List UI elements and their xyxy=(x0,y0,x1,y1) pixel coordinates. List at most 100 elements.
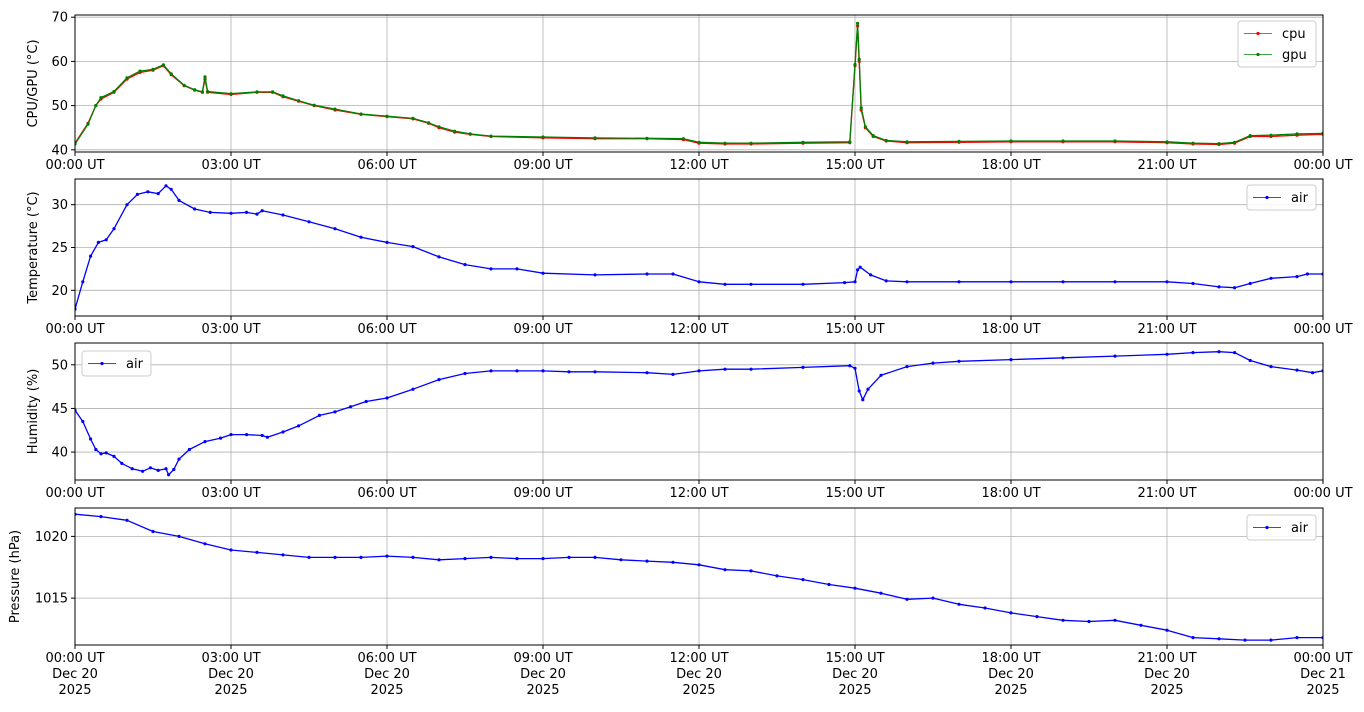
data-point-air xyxy=(1311,371,1315,375)
data-point-gpu xyxy=(681,137,686,141)
data-point-air xyxy=(541,369,545,373)
y-tick-label: 30 xyxy=(51,198,68,213)
data-point-gpu xyxy=(229,92,233,96)
data-point-gpu xyxy=(169,72,173,76)
y-tick-label: 40 xyxy=(51,446,68,461)
x-tick-label: 12:00 UT xyxy=(669,486,728,501)
data-point-air xyxy=(931,596,935,600)
data-point-air xyxy=(723,367,727,371)
legend: air xyxy=(1246,514,1317,541)
data-point-air xyxy=(385,240,389,244)
x-tick-label: 21:00 UT Dec 20 2025 xyxy=(1137,651,1196,698)
data-point-air xyxy=(749,569,753,573)
data-point-air xyxy=(1009,611,1013,615)
y-axis-label: Temperature (°C) xyxy=(26,191,41,304)
data-point-air xyxy=(857,389,861,393)
data-point-air xyxy=(1191,281,1195,286)
data-point-air xyxy=(853,586,857,590)
data-point-gpu xyxy=(203,75,207,79)
data-point-air xyxy=(245,210,249,214)
x-tick-label: 18:00 UT xyxy=(981,158,1040,173)
x-tick-label: 15:00 UT xyxy=(825,486,884,501)
data-point-gpu xyxy=(1061,139,1065,143)
data-point-gpu xyxy=(1269,133,1273,137)
data-point-air xyxy=(81,280,85,284)
data-point-air xyxy=(1061,618,1065,622)
data-point-air xyxy=(884,279,888,283)
data-point-air xyxy=(146,190,150,194)
data-point-air xyxy=(255,212,259,216)
data-point-air xyxy=(135,192,139,196)
data-point-air xyxy=(1233,286,1237,290)
y-tick-label: 25 xyxy=(51,241,68,256)
data-point-gpu xyxy=(541,135,545,139)
legend: cpu gpu xyxy=(1237,20,1317,68)
data-point-gpu xyxy=(200,90,204,94)
data-point-air xyxy=(169,187,173,191)
data-point-gpu xyxy=(312,103,316,107)
data-point-air xyxy=(593,370,597,374)
data-point-air xyxy=(1233,351,1237,355)
x-tick-label: 12:00 UT Dec 20 2025 xyxy=(669,651,728,698)
x-tick-label: 06:00 UT xyxy=(357,158,416,173)
data-point-gpu xyxy=(1248,134,1252,138)
legend-marker-air xyxy=(1265,195,1269,200)
data-point-gpu xyxy=(359,112,363,116)
data-point-air xyxy=(104,238,108,242)
data-point-gpu xyxy=(271,90,275,94)
data-point-air xyxy=(104,451,108,455)
data-point-air xyxy=(856,268,860,272)
data-point-gpu xyxy=(859,106,863,110)
data-point-air xyxy=(697,563,701,567)
data-point-air xyxy=(437,378,441,382)
data-point-air xyxy=(905,280,909,284)
data-point-air xyxy=(177,457,181,461)
x-tick-label: 21:00 UT xyxy=(1137,158,1196,173)
y-tick-label: 20 xyxy=(51,284,68,299)
data-point-air xyxy=(89,437,93,441)
data-point-air xyxy=(349,405,353,409)
data-point-air xyxy=(827,582,831,587)
data-point-gpu xyxy=(905,140,909,144)
data-point-air xyxy=(125,518,129,522)
data-point-air xyxy=(463,371,467,376)
data-point-gpu xyxy=(593,136,597,140)
data-point-air xyxy=(187,447,191,452)
data-point-gpu xyxy=(151,67,155,71)
data-point-air xyxy=(130,467,134,471)
data-point-air xyxy=(1217,350,1221,354)
data-point-air xyxy=(359,555,363,560)
legend-label-cpu: cpu xyxy=(1282,27,1306,42)
y-axis-label: Pressure (hPa) xyxy=(8,530,23,623)
legend-marker-air xyxy=(1265,525,1269,530)
data-point-air xyxy=(645,272,649,276)
data-point-air xyxy=(843,281,847,285)
data-point-gpu xyxy=(1113,139,1117,143)
data-point-air xyxy=(1009,280,1013,284)
data-point-air xyxy=(1113,280,1117,284)
data-point-air xyxy=(177,198,181,202)
x-tick-label: 12:00 UT xyxy=(669,158,728,173)
data-point-air xyxy=(671,272,675,276)
x-tick-label: 12:00 UT xyxy=(669,322,728,337)
x-tick-label: 18:00 UT Dec 20 2025 xyxy=(981,651,1040,698)
data-point-air xyxy=(1139,623,1143,627)
data-point-gpu xyxy=(853,62,857,67)
data-point-air xyxy=(1248,281,1252,286)
legend-box xyxy=(1246,514,1317,541)
data-point-gpu xyxy=(801,140,805,144)
data-point-air xyxy=(120,461,124,465)
data-point-air xyxy=(671,372,675,376)
data-point-gpu xyxy=(697,140,701,144)
data-point-gpu xyxy=(749,141,753,145)
data-point-air xyxy=(515,267,519,271)
data-point-gpu xyxy=(94,104,98,108)
data-point-gpu xyxy=(489,134,493,138)
data-point-air xyxy=(89,254,93,258)
data-point-air xyxy=(801,578,805,582)
x-tick-label: 15:00 UT Dec 20 2025 xyxy=(825,651,884,698)
data-point-air xyxy=(858,265,862,269)
data-point-air xyxy=(1061,356,1065,360)
data-point-gpu xyxy=(1233,140,1237,144)
data-point-air xyxy=(1035,615,1039,619)
